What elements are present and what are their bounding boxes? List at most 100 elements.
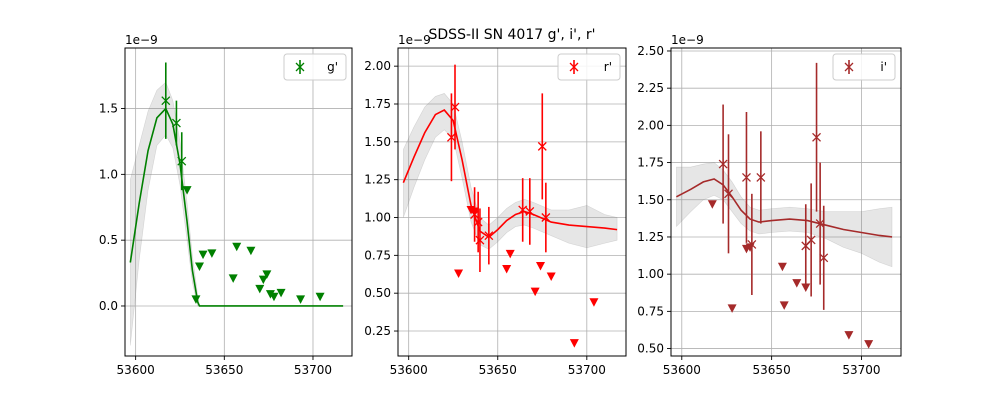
- panel-g: 53600 53650 53700 0.0 0.5 1.0 1.5 1e−9 g': [99, 33, 353, 377]
- legend-label: g': [327, 60, 338, 74]
- detection-point: [484, 231, 494, 241]
- upper-limit-point: [228, 274, 238, 283]
- upper-limit-point: [276, 288, 286, 298]
- upper-limit-point: [258, 275, 268, 285]
- legend-label: i': [880, 60, 887, 74]
- upper-limit-point: [779, 301, 789, 310]
- upper-limit-point: [296, 295, 306, 304]
- upper-limit-point: [589, 298, 599, 307]
- legend-marker: [569, 62, 579, 72]
- upper-limit-point: [530, 287, 540, 297]
- legend-label: r': [604, 60, 612, 74]
- x-tick-label: 53600: [663, 363, 701, 377]
- upper-limit-point: [844, 331, 854, 340]
- upper-limit-point: [546, 272, 556, 282]
- upper-limit-point: [454, 269, 464, 279]
- y-tick-label: 0.25: [364, 324, 391, 338]
- upper-limit-point: [502, 264, 512, 274]
- y-tick-label: 2.00: [364, 59, 391, 73]
- detection-point: [446, 132, 456, 142]
- confidence-band: [403, 93, 618, 250]
- axes-frame: [124, 47, 353, 357]
- y-tick-label: 1.25: [637, 230, 664, 244]
- y-tick-label: 0.75: [637, 304, 664, 318]
- detection-point: [470, 210, 480, 219]
- detection-point: [806, 235, 816, 245]
- upper-limit-point: [864, 340, 874, 349]
- x-tick-label: 53700: [568, 363, 606, 377]
- axes-frame: [397, 47, 627, 357]
- upper-limit-point: [801, 283, 811, 293]
- detection-point: [161, 96, 171, 106]
- fit-line: [129, 107, 344, 307]
- y-exponent-label: 1e−9: [671, 33, 704, 47]
- upper-limit-point: [707, 200, 717, 209]
- detection-point: [718, 159, 728, 169]
- upper-limit-point: [269, 292, 279, 302]
- y-tick-label: 1.75: [364, 97, 391, 111]
- upper-limit-point: [569, 339, 579, 348]
- detection-point: [742, 172, 751, 182]
- y-tick-label: 0.0: [99, 299, 118, 313]
- x-tick-label: 53700: [842, 363, 880, 377]
- y-tick-label: 0.50: [637, 342, 664, 356]
- y-tick-label: 2.00: [637, 118, 664, 132]
- y-tick-label: 1.75: [637, 156, 664, 170]
- detection-point: [473, 217, 483, 227]
- panel-r: 53600 53650 53700 0.25 0.50 0.75 1.00 1.25 1.50 1…: [364, 33, 627, 377]
- detection-point: [815, 219, 825, 229]
- detection-point: [724, 189, 733, 199]
- detection-point: [177, 156, 187, 166]
- figure-title: SDSS-II SN 4017 g', i', r': [429, 27, 596, 43]
- detection-point: [475, 235, 485, 245]
- y-tick-label: 1.0: [99, 167, 118, 181]
- x-tick-label: 53600: [390, 363, 428, 377]
- detection-point: [525, 206, 535, 216]
- detection-point: [541, 213, 551, 222]
- x-tick-label: 53600: [117, 363, 155, 377]
- upper-limit-point: [207, 249, 217, 258]
- axes-frame: [670, 47, 902, 357]
- upper-limit-point: [194, 262, 204, 271]
- y-tick-label: 1.25: [364, 173, 391, 187]
- legend-marker: [295, 62, 305, 72]
- y-exponent-label: 1e−9: [125, 33, 158, 47]
- y-tick-label: 1.50: [364, 135, 391, 149]
- y-tick-label: 0.75: [364, 248, 391, 262]
- upper-limit-point: [505, 249, 515, 259]
- detection-point: [812, 132, 822, 142]
- detection-point: [518, 205, 528, 215]
- upper-limit-point: [792, 279, 802, 288]
- y-tick-label: 0.50: [364, 286, 391, 300]
- x-tick-label: 53650: [479, 363, 517, 377]
- panel-i: 53600 53650 53700 0.50 0.75 1.00 1.25 1.50 1.75 2…: [637, 33, 902, 377]
- y-tick-label: 1.50: [637, 193, 664, 207]
- y-tick-label: 1.5: [99, 102, 118, 116]
- detection-point: [171, 118, 181, 128]
- fit-line: [402, 109, 618, 239]
- y-tick-label: 1.00: [637, 267, 664, 281]
- detection-point: [537, 141, 547, 151]
- x-tick-label: 53650: [753, 363, 791, 377]
- y-tick-label: 2.50: [637, 44, 664, 58]
- upper-limit-point: [262, 270, 272, 279]
- upper-limit-point: [198, 250, 208, 260]
- upper-limit-point: [232, 242, 242, 252]
- upper-limit-point: [315, 292, 325, 302]
- upper-limit-point: [255, 284, 265, 294]
- y-tick-label: 0.5: [99, 233, 118, 247]
- upper-limit-point: [536, 261, 545, 271]
- detection-point: [747, 239, 757, 249]
- detection-point: [450, 102, 460, 112]
- detection-point: [756, 172, 766, 182]
- fit-line: [676, 178, 893, 238]
- upper-limit-point: [777, 262, 787, 272]
- legend-marker: [844, 62, 854, 72]
- y-tick-label: 1.00: [364, 211, 391, 225]
- upper-limit-point: [727, 304, 737, 313]
- upper-limit-point: [182, 186, 192, 195]
- upper-limit-point: [246, 246, 256, 256]
- y-tick-label: 2.25: [637, 81, 664, 95]
- upper-limit-point: [191, 295, 201, 304]
